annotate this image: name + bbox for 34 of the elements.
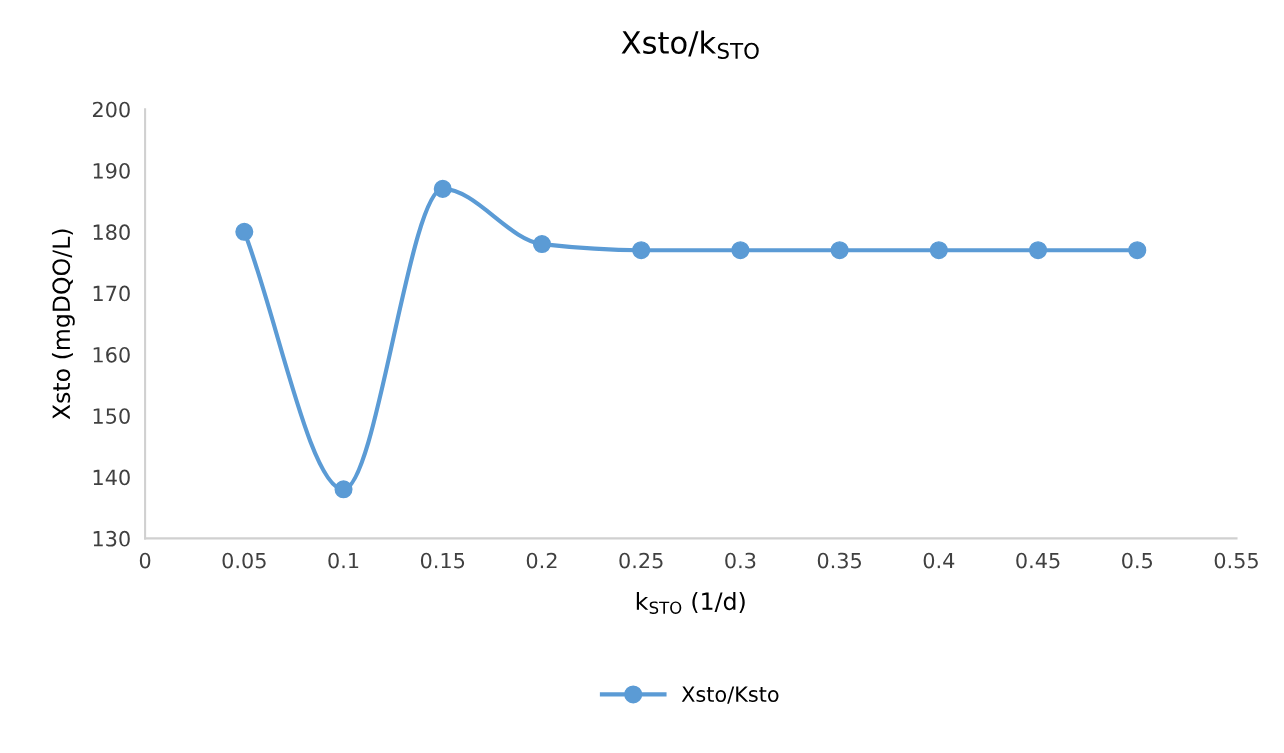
y-tick-label: 200 [92,101,130,118]
point [632,241,651,260]
x-tick-label: 0.15 [420,552,465,569]
point [334,480,353,499]
x-tick-label: 0.4 [923,552,955,569]
x-tick-label: 0.55 [1214,552,1258,569]
x-tick-label: 0.05 [222,552,266,569]
x-tick-label: 0.2 [526,552,557,569]
chart-title: Xsto/k$_{STO}$ [621,30,759,59]
point [532,235,551,254]
legend-label: Xsto/Ksto [681,686,779,704]
y-tick-label: 140 [93,469,130,486]
y-tick-label: 150 [93,408,130,424]
x-tick-label: 0.3 [725,552,756,569]
point [235,222,254,241]
x-tick-label: 0.5 [1122,552,1153,569]
x-tick-label: 0 [139,552,151,569]
y-tick-label: 130 [93,530,130,547]
x-tick-label: 0.25 [619,552,663,569]
y-tick-label: 170 [93,285,130,302]
point [433,179,452,198]
point [1029,241,1048,260]
point [1128,241,1147,260]
y-axis-title: Xsto (mgDQO/L) [51,229,75,420]
y-tick-label: 190 [93,162,130,179]
point [929,241,948,260]
x-tick-label: 0.45 [1016,552,1060,569]
y-tick-label: 160 [93,346,130,363]
x-tick-label: 0.1 [328,552,359,569]
point [731,241,750,260]
y-tick-label: 180 [93,224,130,241]
x-tick-label: 0.35 [817,552,861,569]
point [830,241,849,260]
x-axis-title: k$_{STO}$ (1/d) [636,591,745,614]
